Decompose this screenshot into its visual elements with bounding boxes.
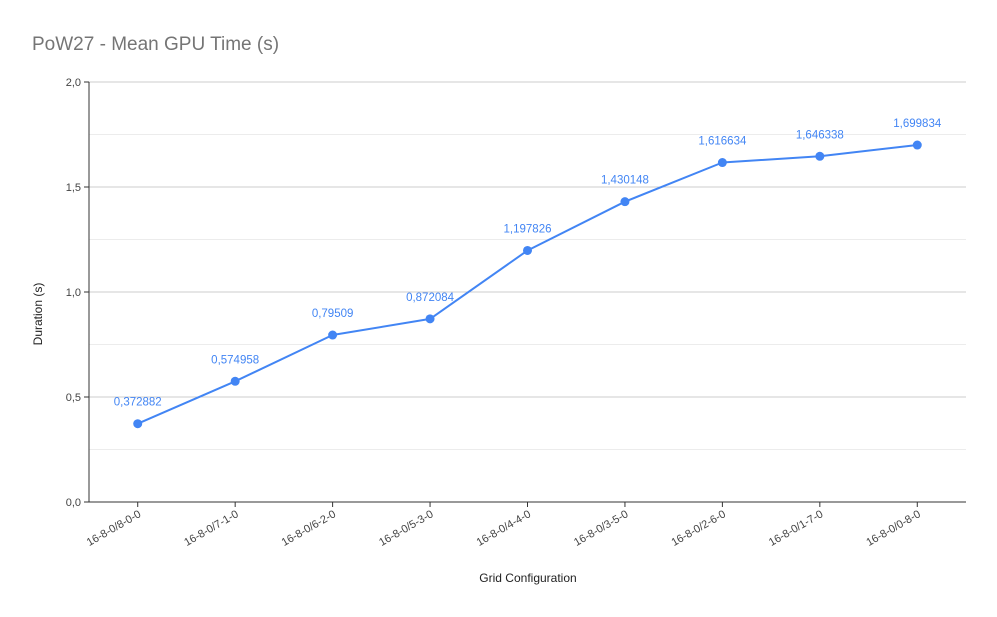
x-tick-label: 16-8-0/4-4-0 — [475, 508, 533, 549]
data-label: 1,197826 — [504, 223, 552, 235]
x-tick-label: 16-8-0/2-6-0 — [669, 508, 727, 549]
gridlines — [89, 81, 966, 450]
data-label: 1,430148 — [601, 175, 649, 187]
x-tick-label: 16-8-0/5-3-0 — [377, 508, 435, 549]
x-tick-label: 16-8-0/8-0-0 — [85, 508, 143, 549]
x-tick-label: 16-8-0/1-7-0 — [767, 508, 825, 549]
data-label: 1,616634 — [698, 136, 747, 148]
x-tick-labels: 16-8-0/8-0-0 16-8-0/7-1-0 16-8-0/6-2-0 16-8… — [85, 508, 923, 549]
x-tick-label: 16-8-0/3-5-0 — [572, 508, 630, 549]
x-axis-title: Grid Configuration — [479, 571, 576, 585]
data-point — [523, 245, 532, 255]
data-point — [912, 140, 922, 150]
data-point — [717, 158, 727, 168]
data-label: 0,872084 — [406, 292, 455, 304]
data-label: 1,699834 — [893, 118, 942, 130]
data-labels: 0,372882 0,574958 0,79509 0,872084 1,197826 1… — [114, 118, 942, 409]
data-point — [815, 151, 825, 161]
chart-title: PoW27 - Mean GPU Time (s) — [32, 34, 279, 55]
y-axis-title: Duration (s) — [31, 283, 45, 346]
y-tick-label: 1,0 — [66, 287, 81, 299]
x-tick-label: 16-8-0/6-2-0 — [280, 508, 338, 549]
data-point — [425, 314, 435, 324]
y-tick-labels: 0,0 0,5 1,0 1,5 2,0 — [66, 77, 81, 509]
data-label: 0,372882 — [114, 397, 162, 409]
data-point — [620, 197, 630, 207]
data-point — [230, 376, 240, 386]
x-tick-label: 16-8-0/0-8-0 — [864, 508, 922, 549]
y-tick-label: 2,0 — [66, 77, 81, 89]
data-label: 1,646338 — [796, 129, 844, 141]
data-label: 0,79509 — [312, 308, 354, 320]
data-point — [328, 330, 338, 340]
axes — [84, 81, 966, 507]
data-label: 0,574958 — [211, 354, 259, 366]
y-tick-label: 1,5 — [66, 182, 81, 194]
y-tick-label: 0,5 — [66, 392, 81, 404]
y-tick-label: 0,0 — [66, 497, 81, 509]
data-point — [133, 419, 143, 429]
data-series — [133, 140, 922, 429]
x-tick-label: 16-8-0/7-1-0 — [182, 508, 240, 549]
